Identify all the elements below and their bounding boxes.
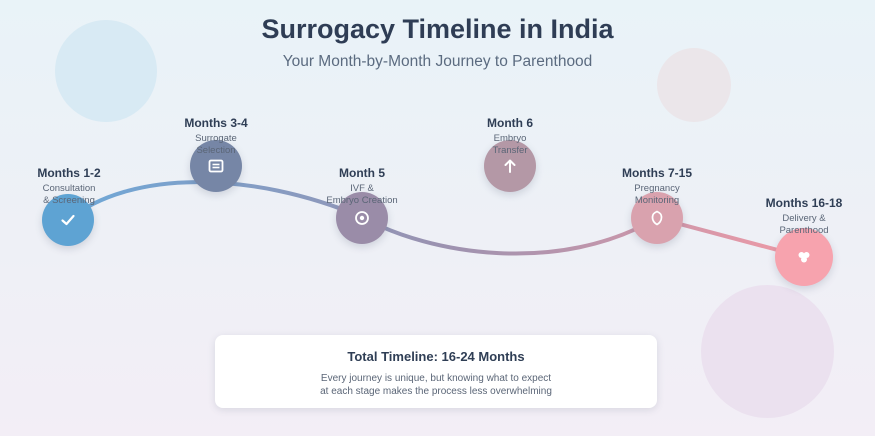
stage-node-5[interactable]	[631, 192, 683, 244]
background-bubble-blue	[55, 20, 157, 122]
stage-label-2: Months 3-4 Surrogate Selection	[146, 116, 286, 157]
stage-desc-line1: Delivery &	[782, 213, 826, 224]
stage-month: Month 5	[339, 166, 385, 180]
page-title: Surrogacy Timeline in India	[261, 14, 614, 44]
stage-desc-line1: Pregnancy	[634, 183, 680, 194]
check-icon	[59, 211, 77, 229]
stage-node-2[interactable]	[190, 140, 242, 192]
shield-icon	[648, 209, 666, 227]
family-icon	[795, 248, 813, 266]
stage-node-4[interactable]	[484, 140, 536, 192]
summary-text: Every journey is unique, but knowing wha…	[215, 372, 657, 398]
stage-node-1[interactable]	[42, 194, 94, 246]
stage-node-6[interactable]	[775, 228, 833, 286]
stage-desc-line2: Embryo Creation	[326, 195, 398, 206]
summary-title: Total Timeline: 16-24 Months	[347, 349, 525, 364]
background-bubble-grey	[657, 48, 731, 122]
document-icon	[207, 157, 225, 175]
stage-desc-line1: IVF &	[350, 183, 374, 194]
summary-line-2: at each stage makes the process less ove…	[320, 386, 552, 397]
stage-desc-line1: Surrogate	[195, 133, 237, 144]
background-bubble-lavender	[701, 285, 834, 418]
page-subtitle: Your Month-by-Month Journey to Parenthoo…	[282, 53, 593, 70]
arrow-up-icon	[501, 157, 519, 175]
stage-desc-line2: Selection	[196, 145, 236, 156]
stage-desc-line2: Parenthood	[779, 225, 829, 236]
stage-node-3[interactable]	[336, 192, 388, 244]
stage-label-5: Months 7-15 Pregnancy Monitoring	[587, 166, 727, 207]
stage-label-1: Months 1-2 Consultation & Screening	[0, 166, 139, 207]
stage-desc-line2: Transfer	[492, 145, 528, 156]
summary-line-1: Every journey is unique, but knowing wha…	[320, 373, 552, 384]
stage-month: Months 7-15	[621, 166, 692, 180]
stage-desc-line1: Embryo	[493, 133, 527, 144]
stage-month: Months 16-18	[765, 196, 843, 210]
stage-month: Month 6	[487, 116, 533, 130]
target-icon	[353, 209, 371, 227]
stage-label-6: Months 16-18 Delivery & Parenthood	[734, 196, 874, 237]
stage-desc-line2: & Screening	[43, 195, 95, 206]
summary-card: Total Timeline: 16-24 Months Every journ…	[215, 335, 657, 408]
stage-label-4: Month 6 Embryo Transfer	[440, 116, 580, 157]
stage-desc-line2: Monitoring	[634, 195, 680, 206]
stage-label-3: Month 5 IVF & Embryo Creation	[292, 166, 432, 207]
stage-desc-line1: Consultation	[42, 183, 96, 194]
stage-month: Months 1-2	[37, 166, 101, 180]
stage-month: Months 3-4	[184, 116, 248, 130]
